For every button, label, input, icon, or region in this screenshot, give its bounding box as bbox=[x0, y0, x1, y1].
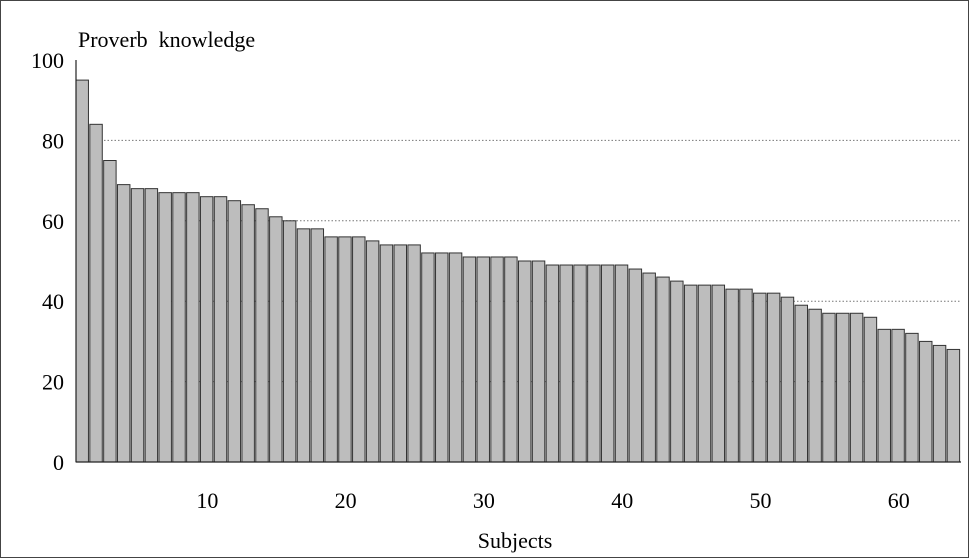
bar bbox=[919, 340, 933, 463]
x-tick-label: 10 bbox=[196, 488, 218, 513]
bar bbox=[559, 264, 573, 463]
bar bbox=[462, 256, 477, 463]
x-tick-label: 30 bbox=[473, 488, 495, 513]
bar bbox=[849, 312, 864, 463]
bar bbox=[255, 208, 269, 463]
bar bbox=[614, 264, 629, 463]
bar bbox=[310, 228, 325, 463]
bar bbox=[739, 288, 753, 463]
y-tick-label: 0 bbox=[53, 450, 64, 475]
bar bbox=[518, 260, 532, 463]
bar bbox=[932, 344, 947, 463]
x-tick-label: 20 bbox=[335, 488, 357, 513]
y-tick-label: 60 bbox=[42, 209, 64, 234]
bar bbox=[186, 192, 200, 463]
bar bbox=[227, 200, 242, 463]
bar bbox=[75, 79, 89, 463]
bar bbox=[172, 192, 186, 463]
y-tick-label: 80 bbox=[42, 128, 64, 153]
bar bbox=[490, 256, 504, 463]
bar bbox=[338, 236, 352, 463]
bar bbox=[780, 296, 795, 463]
bar bbox=[628, 268, 643, 463]
bar bbox=[905, 332, 919, 463]
bar bbox=[531, 260, 546, 463]
x-tick-labels: 10 20 30 40 50 60 bbox=[196, 488, 909, 513]
bar bbox=[946, 348, 961, 463]
chart-title: Proverb knowledge bbox=[78, 27, 255, 52]
y-tick-label: 20 bbox=[42, 370, 64, 395]
bar bbox=[448, 252, 463, 463]
bar bbox=[891, 328, 905, 463]
bar bbox=[600, 264, 615, 463]
bar bbox=[116, 184, 131, 463]
bar bbox=[808, 308, 822, 463]
bar bbox=[877, 328, 891, 463]
bar bbox=[324, 236, 338, 463]
bar bbox=[435, 252, 449, 463]
bar bbox=[836, 312, 850, 463]
bar bbox=[642, 272, 656, 463]
bar bbox=[766, 292, 781, 463]
bar bbox=[379, 244, 394, 463]
bar bbox=[656, 276, 670, 463]
bar bbox=[269, 216, 283, 463]
bar bbox=[587, 264, 601, 463]
bar bbox=[753, 292, 767, 463]
y-tick-labels: 0 20 40 60 80 100 bbox=[31, 48, 64, 475]
axes bbox=[75, 60, 961, 463]
y-tick-label: 100 bbox=[31, 48, 64, 73]
bar bbox=[89, 123, 103, 463]
bar bbox=[697, 284, 712, 463]
x-axis-label: Subjects bbox=[478, 528, 553, 553]
bar bbox=[794, 304, 809, 463]
bar bbox=[103, 160, 117, 463]
bars bbox=[75, 79, 961, 463]
bar bbox=[296, 228, 311, 463]
bar bbox=[365, 240, 380, 463]
bar bbox=[407, 244, 421, 463]
x-tick-label: 40 bbox=[611, 488, 633, 513]
bar bbox=[670, 280, 684, 463]
x-tick-label: 50 bbox=[749, 488, 771, 513]
bar bbox=[241, 204, 255, 463]
bar bbox=[213, 196, 228, 463]
bar bbox=[282, 220, 297, 463]
bar bbox=[725, 288, 739, 463]
y-tick-label: 40 bbox=[42, 289, 64, 314]
bar bbox=[130, 188, 145, 463]
bar bbox=[683, 284, 698, 463]
bar bbox=[863, 316, 878, 463]
bar bbox=[711, 284, 726, 463]
bar bbox=[822, 312, 836, 463]
bar bbox=[199, 196, 214, 463]
x-tick-label: 60 bbox=[888, 488, 910, 513]
bar bbox=[545, 264, 560, 463]
bar bbox=[352, 236, 366, 463]
bar bbox=[504, 256, 518, 463]
bar bbox=[144, 188, 159, 463]
bar bbox=[393, 244, 407, 463]
bar bbox=[158, 192, 172, 463]
bar bbox=[421, 252, 435, 463]
bar bbox=[573, 264, 587, 463]
bar bbox=[476, 256, 490, 463]
